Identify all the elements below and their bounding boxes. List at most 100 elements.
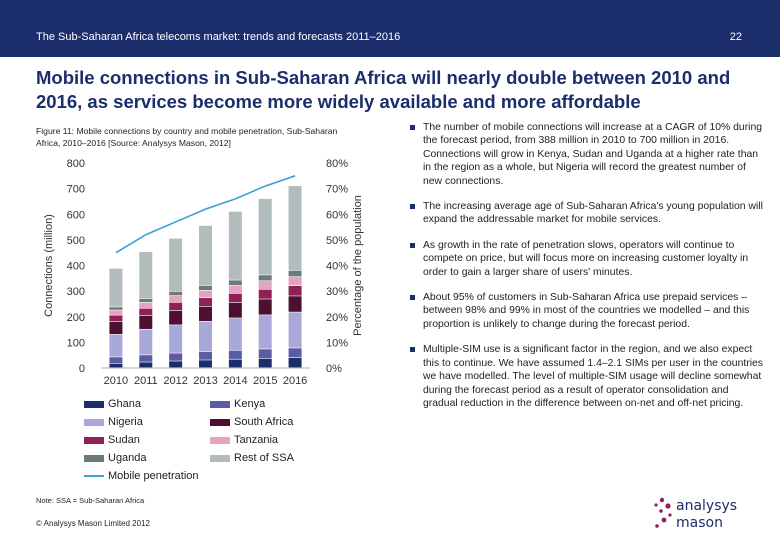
- bar-segment-tanzania: [288, 277, 302, 286]
- bar-segment-sudan: [288, 286, 302, 296]
- bar-segment-tanzania: [228, 285, 242, 294]
- bar-segment-rest-of-ssa: [228, 211, 242, 280]
- bar-segment-rest-of-ssa: [169, 238, 183, 292]
- y-left-tick-label: 600: [67, 209, 85, 221]
- legend-label: South Africa: [234, 416, 294, 428]
- bullet-item: The number of mobile connections will in…: [410, 121, 766, 188]
- bar-segment-sudan: [139, 308, 153, 316]
- bar-segment-ghana: [258, 358, 272, 368]
- bullet-text: The number of mobile connections will in…: [423, 122, 763, 187]
- bullet-square-icon: [410, 125, 415, 130]
- y-right-tick-label: 40%: [326, 261, 348, 273]
- legend-label: Sudan: [108, 434, 140, 446]
- bar-segment-kenya: [139, 355, 153, 362]
- bar-segment-rest-of-ssa: [199, 225, 212, 286]
- y-left-tick-label: 100: [67, 337, 85, 349]
- bar-segment-nigeria: [199, 321, 212, 352]
- bar-segment-nigeria: [288, 312, 302, 348]
- y-left-tick-label: 200: [67, 312, 85, 324]
- report-title: The Sub-Saharan Africa telecoms market: …: [36, 31, 401, 43]
- bar-segment-ghana: [199, 360, 212, 368]
- x-tick-label: 2016: [283, 375, 307, 387]
- y-left-tick-label: 700: [67, 184, 85, 196]
- y-right-tick-label: 60%: [326, 209, 348, 221]
- legend-item: Sudan: [84, 434, 140, 446]
- bullet-text: Multiple-SIM use is a significant factor…: [423, 344, 763, 409]
- top-banner: The Sub-Saharan Africa telecoms market: …: [0, 0, 780, 57]
- legend-item: Kenya: [210, 398, 265, 410]
- legend-label: Ghana: [108, 398, 142, 410]
- bullet-text: The increasing average age of Sub-Sahara…: [423, 201, 763, 226]
- y-right-tick-label: 10%: [326, 337, 348, 349]
- bullet-square-icon: [410, 295, 415, 301]
- bar-segment-tanzania: [169, 295, 183, 303]
- bar-segment-rest-of-ssa: [109, 268, 123, 307]
- bullet-square-icon: [410, 347, 415, 353]
- y-right-tick-label: 20%: [326, 312, 348, 324]
- legend-item: South Africa: [210, 416, 293, 428]
- bar-segment-sudan: [228, 293, 242, 303]
- bar-segment-uganda: [199, 285, 212, 291]
- bullet-list: The number of mobile connections will in…: [410, 121, 766, 422]
- y-right-tick-label: 70%: [326, 184, 348, 196]
- bar-segment-sudan: [109, 315, 123, 322]
- bar-segment-uganda: [258, 275, 272, 281]
- legend-swatch: [84, 400, 104, 408]
- bar-segment-south-africa: [169, 310, 183, 325]
- bar-segment-south-africa: [228, 302, 242, 318]
- bar-segment-kenya: [169, 353, 183, 361]
- legend-label: Uganda: [108, 452, 147, 464]
- bar-segment-uganda: [139, 298, 153, 303]
- bar-segment-sudan: [169, 302, 183, 311]
- y-left-tick-label: 400: [67, 261, 85, 273]
- bar-segment-kenya: [199, 351, 212, 360]
- y-left-tick-label: 800: [67, 158, 85, 170]
- bar-segment-south-africa: [139, 315, 153, 329]
- legend-label: Nigeria: [108, 416, 143, 428]
- figure-caption: Figure 11: Mobile connections by country…: [36, 126, 338, 148]
- bar-segment-ghana: [288, 358, 302, 368]
- bullet-text: About 95% of customers in Sub-Saharan Af…: [423, 292, 750, 330]
- legend-label: Rest of SSA: [234, 452, 294, 464]
- y-left-tick-label: 500: [67, 235, 85, 247]
- slide-headline: Mobile connections in Sub-Saharan Africa…: [36, 67, 731, 112]
- bullet-item: The increasing average age of Sub-Sahara…: [410, 200, 766, 227]
- legend-swatch: [210, 400, 230, 408]
- logo-word-2: mason: [676, 515, 723, 531]
- y-left-axis-title: Connections (million): [43, 214, 55, 317]
- bar-segment-south-africa: [258, 299, 272, 315]
- y-left-tick-label: 0: [79, 363, 85, 375]
- x-tick-label: 2012: [163, 375, 187, 387]
- bar-segment-tanzania: [258, 281, 272, 289]
- bullet-square-icon: [410, 242, 415, 248]
- legend-swatch: [84, 436, 104, 444]
- legend-item: Rest of SSA: [210, 452, 294, 464]
- bar-segment-sudan: [258, 289, 272, 299]
- bar-segment-sudan: [199, 298, 212, 307]
- bar-segment-tanzania: [109, 310, 123, 315]
- bullet-square-icon: [410, 204, 415, 210]
- y-right-tick-label: 0%: [326, 363, 342, 375]
- bar-segment-rest-of-ssa: [258, 198, 272, 275]
- bar-segment-nigeria: [258, 315, 272, 349]
- bar-segment-nigeria: [169, 325, 183, 353]
- bar-segment-south-africa: [288, 296, 302, 312]
- legend-item: Ghana: [84, 398, 141, 410]
- legend-swatch: [210, 454, 230, 462]
- bar-segment-kenya: [258, 349, 272, 359]
- page-number: 22: [729, 31, 742, 43]
- bar-segment-uganda: [169, 291, 183, 296]
- bar-segment-nigeria: [228, 318, 242, 350]
- logo-dots-icon: [654, 497, 672, 528]
- bar-segment-ghana: [169, 361, 183, 368]
- bullet-text: As growth in the rate of penetration slo…: [423, 239, 749, 278]
- legend-label: Kenya: [234, 398, 266, 410]
- legend-item: Nigeria: [84, 416, 143, 428]
- bar-segment-south-africa: [199, 306, 212, 322]
- legend-item: Uganda: [84, 452, 147, 464]
- x-tick-label: 2014: [223, 375, 247, 387]
- y-left-tick-label: 300: [67, 286, 85, 298]
- footnote: Note: SSA = Sub-Saharan Africa: [36, 496, 145, 505]
- bar-segment-rest-of-ssa: [139, 251, 153, 299]
- stacked-bar-chart: 0 100 200 300 400 500 600 700 800 0% 10% 20% 30% 40% 5…: [43, 158, 364, 387]
